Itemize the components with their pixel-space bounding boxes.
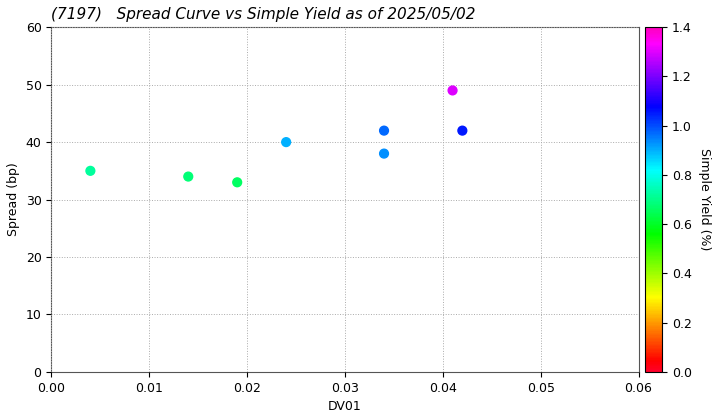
- X-axis label: DV01: DV01: [328, 400, 361, 413]
- Point: [85, 168, 96, 174]
- Point: [182, 173, 194, 180]
- Point: [280, 139, 292, 145]
- Point: [456, 127, 468, 134]
- Point: [231, 179, 243, 186]
- Point: [378, 127, 390, 134]
- Point: [378, 150, 390, 157]
- Y-axis label: Spread (bp): Spread (bp): [7, 163, 20, 236]
- Point: [447, 87, 459, 94]
- Text: (7197)   Spread Curve vs Simple Yield as of 2025/05/02: (7197) Spread Curve vs Simple Yield as o…: [51, 7, 476, 22]
- Y-axis label: Simple Yield (%): Simple Yield (%): [698, 148, 711, 251]
